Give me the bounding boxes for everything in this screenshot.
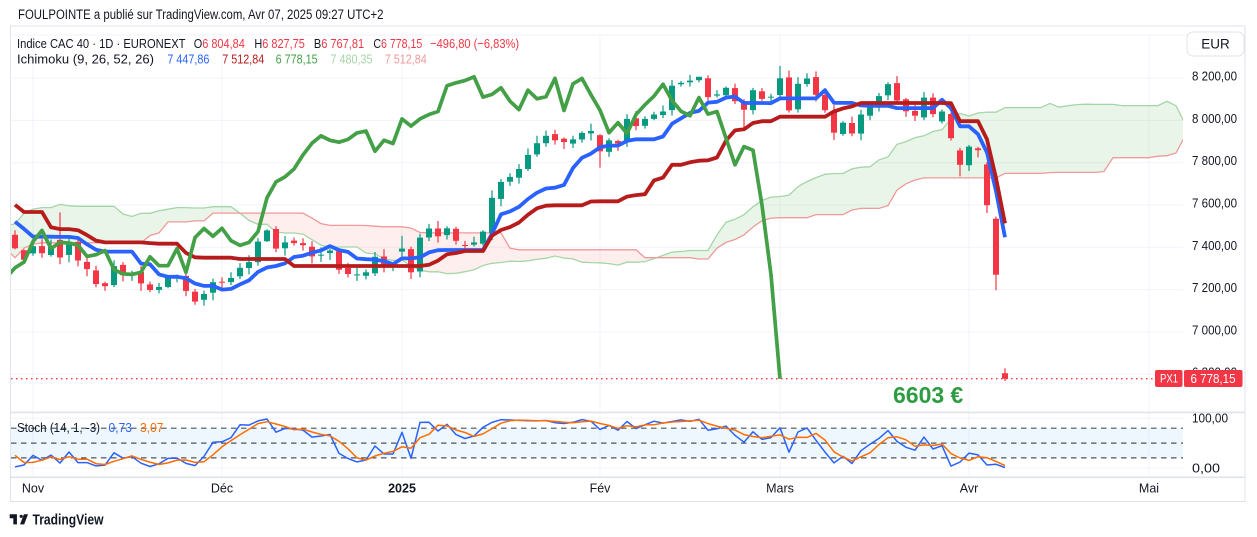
svg-text:7 200,00: 7 200,00	[1192, 280, 1237, 295]
svg-text:Fév: Fév	[590, 482, 612, 496]
svg-text:6 778,15: 6 778,15	[1191, 371, 1236, 386]
svg-text:100,00: 100,00	[1192, 411, 1228, 426]
svg-text:Déc: Déc	[211, 482, 233, 496]
svg-text:0,00: 0,00	[1192, 460, 1220, 475]
svg-text:7 600,00: 7 600,00	[1192, 196, 1237, 211]
svg-text:8 200,00: 8 200,00	[1192, 69, 1237, 84]
svg-text:Mai: Mai	[1139, 482, 1159, 496]
svg-text:7 000,00: 7 000,00	[1192, 322, 1237, 337]
svg-text:O6 804,84: O6 804,84	[194, 36, 245, 51]
svg-text:6 778,15: 6 778,15	[276, 52, 318, 67]
svg-text:Mars: Mars	[766, 482, 794, 496]
svg-text:PX1: PX1	[1160, 374, 1178, 386]
svg-text:TradingView: TradingView	[33, 512, 104, 529]
svg-text:Indice CAC 40 · 1D · EURONEXT: Indice CAC 40 · 1D · EURONEXT	[17, 36, 186, 51]
svg-text:6603 €: 6603 €	[893, 382, 964, 408]
svg-text:Nov: Nov	[22, 482, 45, 496]
svg-text:7 480,35: 7 480,35	[331, 52, 373, 67]
svg-text:8 000,00: 8 000,00	[1192, 111, 1237, 126]
svg-text:Avr: Avr	[960, 482, 979, 496]
svg-text:7 400,00: 7 400,00	[1192, 238, 1237, 253]
svg-text:7 800,00: 7 800,00	[1192, 153, 1237, 168]
svg-text:−496,80 (−6,83%): −496,80 (−6,83%)	[430, 36, 519, 51]
svg-text:3,07: 3,07	[140, 420, 164, 435]
svg-text:C6 778,15: C6 778,15	[373, 36, 422, 51]
svg-text:0,73: 0,73	[109, 420, 133, 435]
svg-text:Ichimoku (9, 26, 52, 26): Ichimoku (9, 26, 52, 26)	[17, 52, 154, 67]
svg-text:7 447,86: 7 447,86	[167, 52, 209, 67]
svg-text:B6 767,81: B6 767,81	[314, 36, 364, 51]
svg-text:FOULPOINTE a publié sur Tradin: FOULPOINTE a publié sur TradingView.com,…	[18, 7, 384, 22]
svg-text:7 512,84: 7 512,84	[222, 52, 264, 67]
svg-text:2025: 2025	[388, 482, 416, 496]
svg-text:Stoch (14, 1, -3): Stoch (14, 1, -3)	[17, 420, 100, 435]
svg-text:7 512,84: 7 512,84	[385, 52, 427, 67]
svg-text:H6 827,75: H6 827,75	[254, 36, 304, 51]
svg-text:EUR: EUR	[1201, 37, 1230, 52]
